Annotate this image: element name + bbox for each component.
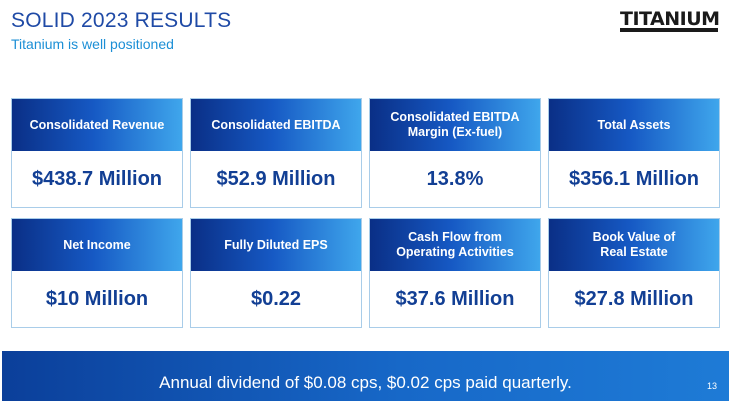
metric-value: $0.22	[250, 287, 302, 310]
metric-value: $438.7 Million	[31, 167, 163, 190]
logo-text: TITANIUM	[620, 8, 720, 30]
metric-card-cash-flow-operating: Cash Flow from Operating Activities $37.…	[369, 218, 541, 328]
metric-value: $37.6 Million	[395, 287, 515, 310]
dividend-text: Annual dividend of $0.08 cps, $0.02 cps …	[159, 373, 572, 392]
metric-value: $52.9 Million	[216, 167, 336, 190]
metric-value: $356.1 Million	[568, 167, 700, 190]
metric-card-total-assets: Total Assets $356.1 Million	[548, 98, 720, 208]
dividend-banner: Annual dividend of $0.08 cps, $0.02 cps …	[2, 351, 729, 401]
metric-label: Book Value of Real Estate	[549, 219, 719, 271]
metric-label: Fully Diluted EPS	[191, 219, 361, 271]
metric-label: Consolidated EBITDA	[191, 99, 361, 151]
metric-label: Cash Flow from Operating Activities	[370, 219, 540, 271]
metric-value: $10 Million	[45, 287, 149, 310]
metric-card-consolidated-revenue: Consolidated Revenue $438.7 Million	[11, 98, 183, 208]
slide-title: SOLID 2023 RESULTS	[11, 9, 232, 32]
metric-label: Total Assets	[549, 99, 719, 151]
slide-subtitle: Titanium is well positioned	[11, 36, 174, 52]
metric-label: Net Income	[12, 219, 182, 271]
page-number: 13	[706, 381, 717, 391]
metric-value: $27.8 Million	[574, 287, 694, 310]
metric-card-consolidated-ebitda: Consolidated EBITDA $52.9 Million	[190, 98, 362, 208]
metric-card-fully-diluted-eps: Fully Diluted EPS $0.22	[190, 218, 362, 328]
metric-label: Consolidated EBITDA Margin (Ex-fuel)	[370, 99, 540, 151]
metric-card-ebitda-margin: Consolidated EBITDA Margin (Ex-fuel) 13.…	[369, 98, 541, 208]
metric-value: 13.8%	[426, 167, 484, 190]
metric-card-net-income: Net Income $10 Million	[11, 218, 183, 328]
metric-card-book-value-real-estate: Book Value of Real Estate $27.8 Million	[548, 218, 720, 328]
titanium-logo: TITANIUM	[620, 6, 720, 32]
metric-label: Consolidated Revenue	[12, 99, 182, 151]
logo-underline	[620, 28, 718, 32]
